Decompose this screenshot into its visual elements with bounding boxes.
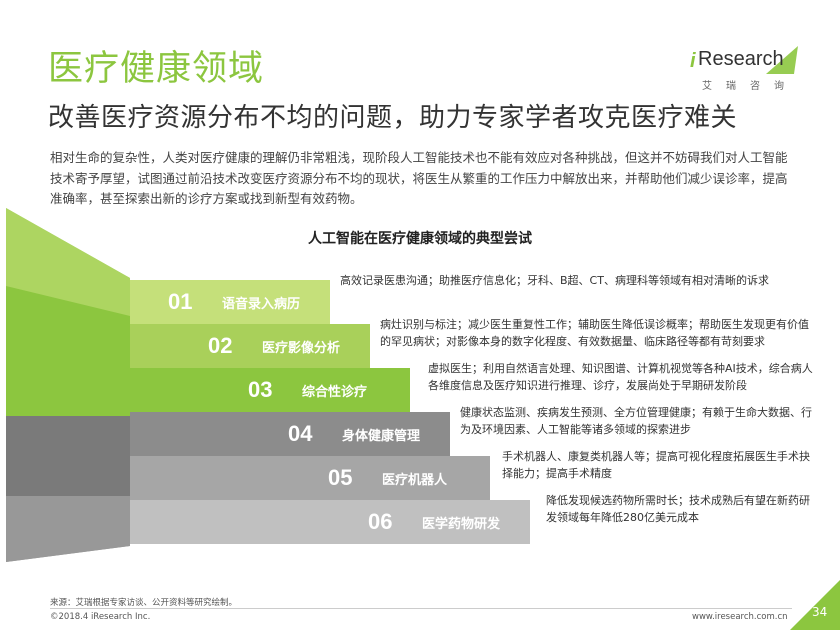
step-number: 06: [368, 509, 393, 534]
step-label: 医学药物研发: [422, 516, 501, 532]
step-number: 04: [288, 421, 313, 446]
logo-wordmark: Research: [698, 48, 784, 70]
step-bar-02: 02 医疗影像分析: [130, 324, 370, 368]
step-bar-05: 05 医疗机器人: [130, 456, 490, 500]
step-number: 01: [168, 289, 193, 314]
step-description: 降低发现候选药物所需时长；技术成熟后有望在新药研发领域每年降低280亿美元成本: [546, 494, 810, 524]
step-number: 03: [248, 377, 273, 402]
step-description: 虚拟医生；利用自然语言处理、知识图谱、计算机视觉等各种AI技术，综合病人各维度信…: [428, 362, 813, 392]
step-description: 高效记录医患沟通；助推医疗信息化；牙科、B超、CT、病理科等领域有相对清晰的诉求: [340, 274, 769, 287]
page-title: 医疗健康领域: [48, 49, 265, 89]
wedge-green-light: [6, 208, 130, 316]
logo-chinese: 艾瑞咨询: [702, 81, 798, 92]
step-bar-04: 04 身体健康管理: [130, 412, 450, 456]
step-number: 05: [328, 465, 353, 490]
step-label: 医疗影像分析: [262, 340, 341, 356]
page-corner-badge: [790, 580, 840, 630]
step-bar-01: 01 语音录入病历: [130, 280, 330, 324]
step-label: 语音录入病历: [222, 296, 301, 312]
step-number: 02: [208, 333, 233, 358]
step-label: 医疗机器人: [382, 472, 448, 488]
step-bar-03: 03 综合性诊疗: [130, 368, 410, 412]
page-number: 34: [812, 605, 828, 619]
footer-divider: [50, 608, 792, 609]
footer-url[interactable]: www.iresearch.com.cn: [692, 612, 788, 622]
step-description: 健康状态监测、疾病发生预测、全方位管理健康；有赖于生命大数据、行为及环境因素、人…: [460, 406, 812, 436]
wedge-gray-light: [6, 496, 130, 562]
step-description: 手术机器人、康复类机器人等；提高可视化程度拓展医生手术抉择能力；提高手术精度: [502, 450, 810, 480]
step-label: 综合性诊疗: [302, 384, 368, 400]
logo-swoosh-icon: [766, 46, 798, 74]
footer-source: 来源：艾瑞根据专家访谈、公开资料等研究绘制。: [50, 598, 238, 608]
footer-copyright: ©2018.4 iResearch Inc.: [50, 612, 151, 622]
staircase-graphic: [6, 208, 130, 562]
step-label: 身体健康管理: [342, 428, 421, 444]
chart-title: 人工智能在医疗健康领域的典型尝试: [308, 231, 532, 247]
logo-i: i: [690, 50, 696, 72]
step-bar-06: 06 医学药物研发: [130, 500, 530, 544]
intro-paragraph: 相对生命的复杂性，人类对医疗健康的理解仍非常粗浅，现阶段人工智能技术也不能有效应…: [50, 150, 788, 206]
iresearch-logo: i Research 艾瑞咨询: [690, 44, 800, 96]
page-subtitle: 改善医疗资源分布不均的问题，助力专家学者攻克医疗难关: [48, 103, 738, 133]
step-description: 病灶识别与标注；减少医生重复性工作；辅助医生降低误诊概率；帮助医生发现更有价值的…: [380, 318, 809, 348]
